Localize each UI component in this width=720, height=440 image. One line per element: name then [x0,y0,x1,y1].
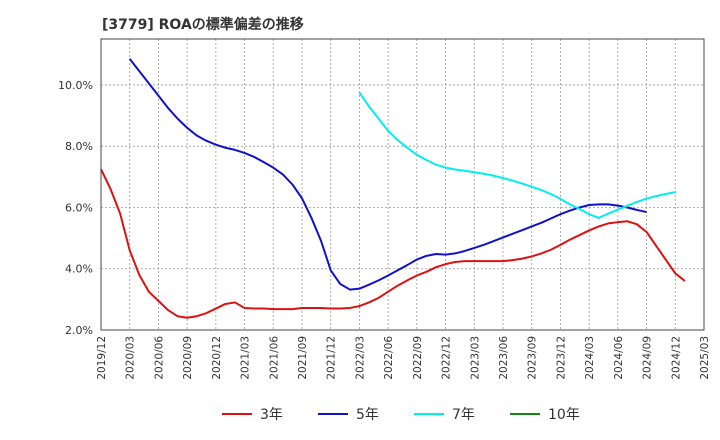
legend-item: 3年 [222,403,283,425]
x-tick-label: 2024/12 [670,336,682,380]
x-tick-label: 2021/09 [297,336,309,380]
x-tick-label: 2022/06 [383,336,395,380]
y-tick-label: 10.0% [58,79,93,92]
x-tick-label: 2023/09 [527,336,539,380]
series-line-3年 [100,168,686,319]
legend-label: 10年 [548,407,580,423]
x-tick-label: 2023/06 [498,336,510,380]
y-axis-ticks: 2.0% 4.0% 6.0% 8.0% 10.0% [58,79,93,337]
grid-lines [101,39,704,330]
legend-swatch [318,413,348,415]
series-line-7年 [358,92,676,219]
x-axis-ticks: 2019/12 2020/03 2020/06 2020/09 2020/12 2021/… [96,336,711,380]
legend-item: 10年 [510,403,580,425]
x-tick-label: 2024/03 [584,336,596,380]
x-tick-label: 2020/12 [211,336,223,380]
legend-label: 3年 [260,407,283,423]
legend-label: 7年 [452,407,475,423]
x-tick-label: 2024/09 [642,336,654,380]
legend-swatch [414,413,444,415]
series-line-5年 [128,58,647,291]
legend-label: 5年 [356,407,379,423]
x-tick-label: 2023/03 [469,336,481,380]
x-tick-label: 2024/06 [613,336,625,380]
x-tick-label: 2025/03 [699,336,711,380]
x-tick-label: 2019/12 [96,336,108,380]
x-tick-label: 2020/06 [153,336,165,380]
x-tick-label: 2022/09 [412,336,424,380]
legend-item: 5年 [318,403,379,425]
legend-item: 7年 [414,403,475,425]
y-tick-label: 6.0% [65,201,93,214]
y-tick-label: 4.0% [65,263,93,276]
series-lines [100,58,686,319]
x-tick-label: 2022/03 [354,336,366,380]
legend-swatch [222,413,252,415]
x-tick-label: 2020/03 [125,336,137,380]
y-tick-label: 2.0% [65,324,93,337]
x-tick-label: 2022/12 [441,336,453,380]
legend-swatch [510,413,540,415]
x-tick-label: 2023/12 [555,336,567,380]
x-tick-label: 2021/06 [268,336,280,380]
x-tick-label: 2021/12 [326,336,338,380]
x-tick-label: 2021/03 [240,336,252,380]
plot-frame [100,38,705,331]
x-tick-label: 2020/09 [182,336,194,380]
chart-title: [3779] ROAの標準偏差の推移 [102,17,304,33]
y-tick-label: 8.0% [65,140,93,153]
legend: 3年 5年 7年 10年 [0,403,720,425]
